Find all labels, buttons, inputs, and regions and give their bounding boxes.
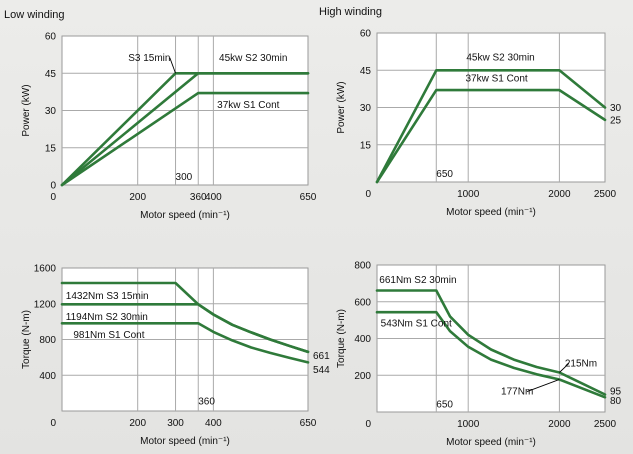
- end-value-label: 25: [610, 115, 622, 126]
- annotation-label: 543Nm S1 Cont: [381, 319, 452, 330]
- x-tick-label: 2500: [594, 419, 617, 430]
- y-tick-label: 45: [45, 69, 57, 80]
- end-value-label: 544: [313, 365, 330, 376]
- x-axis-label: Motor speed (min⁻¹): [446, 207, 536, 218]
- annotation-label: 37kw S1 Cont: [217, 100, 279, 111]
- annotation-label: 45kw S2 30min: [466, 52, 534, 63]
- x-tick-label: 200: [129, 418, 146, 429]
- y-tick-label: 1600: [34, 264, 57, 275]
- y-tick-label: 45: [360, 66, 372, 77]
- x-tick-label: 200: [129, 192, 146, 203]
- annotation-label: 37kw S1 Cont: [465, 73, 527, 84]
- annotation-label: 360: [198, 397, 215, 408]
- annotation-label: 215Nm: [565, 358, 597, 369]
- torque-low-panel: 400 800 1200 1600 0 200 300 400 650 Motor speed (…: [21, 264, 330, 448]
- y-tick-label: 800: [39, 335, 56, 346]
- y-tick-label: 400: [354, 334, 371, 345]
- x-axis-label: Motor speed (min⁻¹): [446, 437, 536, 448]
- annotation-label: 177Nm: [501, 387, 533, 398]
- annotation-label: S3 15min: [128, 53, 170, 64]
- annotation-label: 650: [436, 399, 453, 410]
- y-tick-label: 15: [45, 143, 57, 154]
- x-tick-label: 1000: [457, 419, 480, 430]
- power-high-panel: High winding 15 30 45 60 0 1000 2000 2500 Motor s…: [319, 6, 622, 218]
- x-tick-label: 650: [300, 418, 317, 429]
- x-tick-label: 0: [365, 419, 371, 430]
- chart-title: High winding: [319, 6, 382, 18]
- end-value-label: 80: [610, 396, 622, 407]
- y-tick-label: 60: [45, 32, 57, 43]
- end-value-label: 661: [313, 351, 330, 362]
- y-tick-label: 1200: [34, 299, 57, 310]
- y-tick-label: 15: [360, 140, 372, 151]
- x-tick-label: 2000: [548, 189, 571, 200]
- x-tick-label: 400: [205, 418, 222, 429]
- x-tick-label: 1000: [457, 189, 480, 200]
- chart-title: Low winding: [4, 9, 65, 21]
- x-axis-label: Motor speed (min⁻¹): [140, 436, 230, 447]
- annotation-label: 300: [176, 172, 193, 183]
- torque-high-panel: 200 400 600 800 0 1000 2000 2500 Motor speed (mi…: [336, 261, 622, 449]
- y-tick-label: 30: [360, 103, 372, 114]
- y-origin-label: 0: [50, 181, 56, 192]
- annotation-label: 45kw S2 30min: [219, 53, 287, 64]
- y-axis-label: Torque (N-m): [21, 310, 32, 369]
- x-tick-label: 300: [167, 418, 184, 429]
- x-tick-label: 0: [50, 418, 56, 429]
- x-tick-label: 400: [205, 192, 222, 203]
- x-tick-label: 0: [365, 189, 371, 200]
- y-tick-label: 400: [39, 371, 56, 382]
- annotation-label: 661Nm S2 30min: [379, 275, 456, 286]
- annotation-label: 1432Nm S3 15min: [66, 291, 149, 302]
- x-tick-label: 650: [300, 192, 317, 203]
- y-tick-label: 30: [45, 106, 57, 117]
- y-tick-label: 60: [360, 29, 372, 40]
- end-value-label: 30: [610, 103, 622, 114]
- x-tick-label: 0: [50, 192, 56, 203]
- y-axis-label: Torque (N-m): [336, 309, 347, 368]
- x-tick-label: 2500: [594, 189, 617, 200]
- y-axis-label: Power (kW): [21, 84, 32, 136]
- annotation-label: 650: [436, 169, 453, 180]
- y-tick-label: 600: [354, 297, 371, 308]
- y-tick-label: 800: [354, 261, 371, 272]
- annotation-label: 981Nm S1 Cont: [73, 330, 144, 341]
- y-tick-label: 200: [354, 371, 371, 382]
- x-axis-label: Motor speed (min⁻¹): [140, 210, 230, 221]
- x-tick-label: 2000: [548, 419, 571, 430]
- annotation-label: 1194Nm S2 30min: [66, 312, 148, 323]
- y-axis-label: Power (kW): [336, 81, 347, 133]
